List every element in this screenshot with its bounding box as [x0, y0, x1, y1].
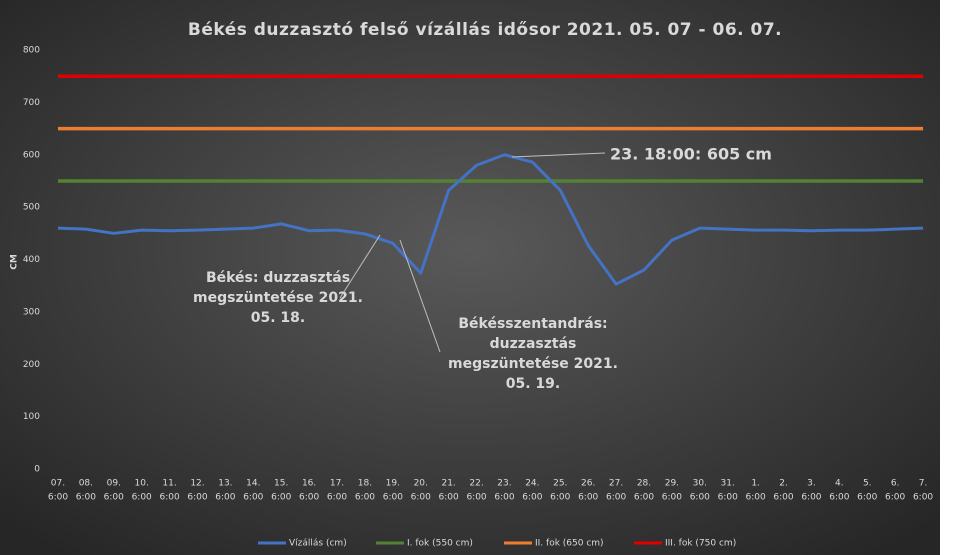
x-tick-label: 6:00 — [522, 493, 542, 503]
annotation: 05. 18. — [251, 310, 305, 326]
x-tick-label: 6:00 — [187, 493, 207, 503]
x-tick-label: 6:00 — [215, 493, 235, 503]
x-tick-label: 6:00 — [383, 493, 403, 503]
x-tick-label: 6:00 — [104, 493, 124, 503]
y-tick-label: 200 — [23, 360, 40, 370]
x-tick-label: 25. — [553, 479, 567, 489]
x-tick-label: 28. — [637, 479, 651, 489]
x-tick-label: 1. — [751, 479, 760, 489]
annotation: Békés: duzzasztás — [206, 270, 350, 286]
y-tick-label: 700 — [23, 98, 40, 108]
x-tick-label: 08. — [79, 479, 93, 489]
leader-line — [399, 239, 441, 353]
series-line — [57, 153, 924, 286]
annotation: Békésszentandrás: — [458, 316, 607, 332]
x-tick-label: 6:00 — [634, 493, 654, 503]
x-tick-label: 6:00 — [439, 493, 459, 503]
x-tick-label: 6:00 — [355, 493, 375, 503]
x-tick-label: 24. — [525, 479, 539, 489]
x-tick-label: 21. — [441, 479, 455, 489]
y-tick-label: 300 — [23, 307, 40, 317]
legend-label: Vízállás (cm) — [289, 539, 347, 549]
x-tick-label: 20. — [414, 479, 428, 489]
annotation: 05. 19. — [506, 376, 560, 392]
annotation: megszüntetése 2021. — [448, 356, 618, 372]
x-tick-label: 6:00 — [885, 493, 905, 503]
annotation: duzzasztás — [490, 336, 577, 352]
legend-label: I. fok (550 cm) — [407, 539, 473, 549]
x-tick-label: 6:00 — [550, 493, 570, 503]
legend-label: III. fok (750 cm) — [665, 539, 736, 549]
x-tick-label: 4. — [835, 479, 844, 489]
x-tick-label: 29. — [665, 479, 679, 489]
x-tick-label: 2. — [779, 479, 788, 489]
x-tick-label: 09. — [107, 479, 121, 489]
y-tick-label: 400 — [23, 255, 40, 265]
x-tick-label: 12. — [190, 479, 204, 489]
x-tick-label: 6:00 — [801, 493, 821, 503]
x-tick-label: 17. — [330, 479, 344, 489]
annotation: 23. 18:00: 605 cm — [610, 145, 772, 164]
x-tick-label: 16. — [302, 479, 316, 489]
x-tick-label: 30. — [693, 479, 707, 489]
y-tick-label: 600 — [23, 150, 40, 160]
x-tick-label: 15. — [274, 479, 288, 489]
x-tick-label: 6:00 — [76, 493, 96, 503]
leader-line — [339, 234, 381, 299]
x-tick-label: 14. — [246, 479, 260, 489]
chart-title: Békés duzzasztó felső vízállás idősor 20… — [188, 20, 782, 40]
x-tick-label: 6:00 — [243, 493, 263, 503]
x-tick-label: 6:00 — [773, 493, 793, 503]
x-tick-label: 18. — [358, 479, 372, 489]
x-tick-label: 6:00 — [857, 493, 877, 503]
x-tick-label: 6:00 — [159, 493, 179, 503]
y-tick-label: 0 — [34, 465, 40, 475]
x-tick-label: 6:00 — [606, 493, 626, 503]
x-tick-label: 6:00 — [327, 493, 347, 503]
x-tick-label: 6:00 — [48, 493, 68, 503]
x-tick-label: 13. — [218, 479, 232, 489]
legend-label: II. fok (650 cm) — [535, 539, 604, 549]
x-tick-label: 7. — [919, 479, 928, 489]
y-tick-label: 800 — [23, 46, 40, 56]
x-tick-label: 6:00 — [494, 493, 514, 503]
x-tick-label: 6:00 — [829, 493, 849, 503]
x-tick-label: 11. — [162, 479, 176, 489]
x-tick-label: 6:00 — [271, 493, 291, 503]
x-tick-label: 19. — [386, 479, 400, 489]
leader-line — [511, 152, 606, 158]
x-tick-label: 6:00 — [299, 493, 319, 503]
x-tick-label: 6:00 — [690, 493, 710, 503]
x-tick-label: 31. — [721, 479, 735, 489]
x-tick-label: 27. — [609, 479, 623, 489]
x-tick-label: 10. — [135, 479, 149, 489]
annotation: megszüntetése 2021. — [193, 290, 363, 306]
y-tick-label: 500 — [23, 203, 40, 213]
x-tick-label: 07. — [51, 479, 65, 489]
x-tick-label: 6:00 — [662, 493, 682, 503]
x-tick-label: 6:00 — [578, 493, 598, 503]
x-tick-label: 22. — [469, 479, 483, 489]
x-tick-label: 6:00 — [718, 493, 738, 503]
x-tick-label: 6. — [891, 479, 900, 489]
x-tick-label: 26. — [581, 479, 595, 489]
x-tick-label: 6:00 — [746, 493, 766, 503]
x-tick-label: 6:00 — [466, 493, 486, 503]
y-axis-label: CM — [10, 254, 20, 270]
y-tick-label: 100 — [23, 412, 40, 422]
x-tick-label: 3. — [807, 479, 816, 489]
x-tick-label: 6:00 — [411, 493, 431, 503]
x-tick-label: 5. — [863, 479, 872, 489]
x-tick-label: 6:00 — [132, 493, 152, 503]
x-tick-label: 6:00 — [913, 493, 933, 503]
x-tick-label: 23. — [497, 479, 511, 489]
